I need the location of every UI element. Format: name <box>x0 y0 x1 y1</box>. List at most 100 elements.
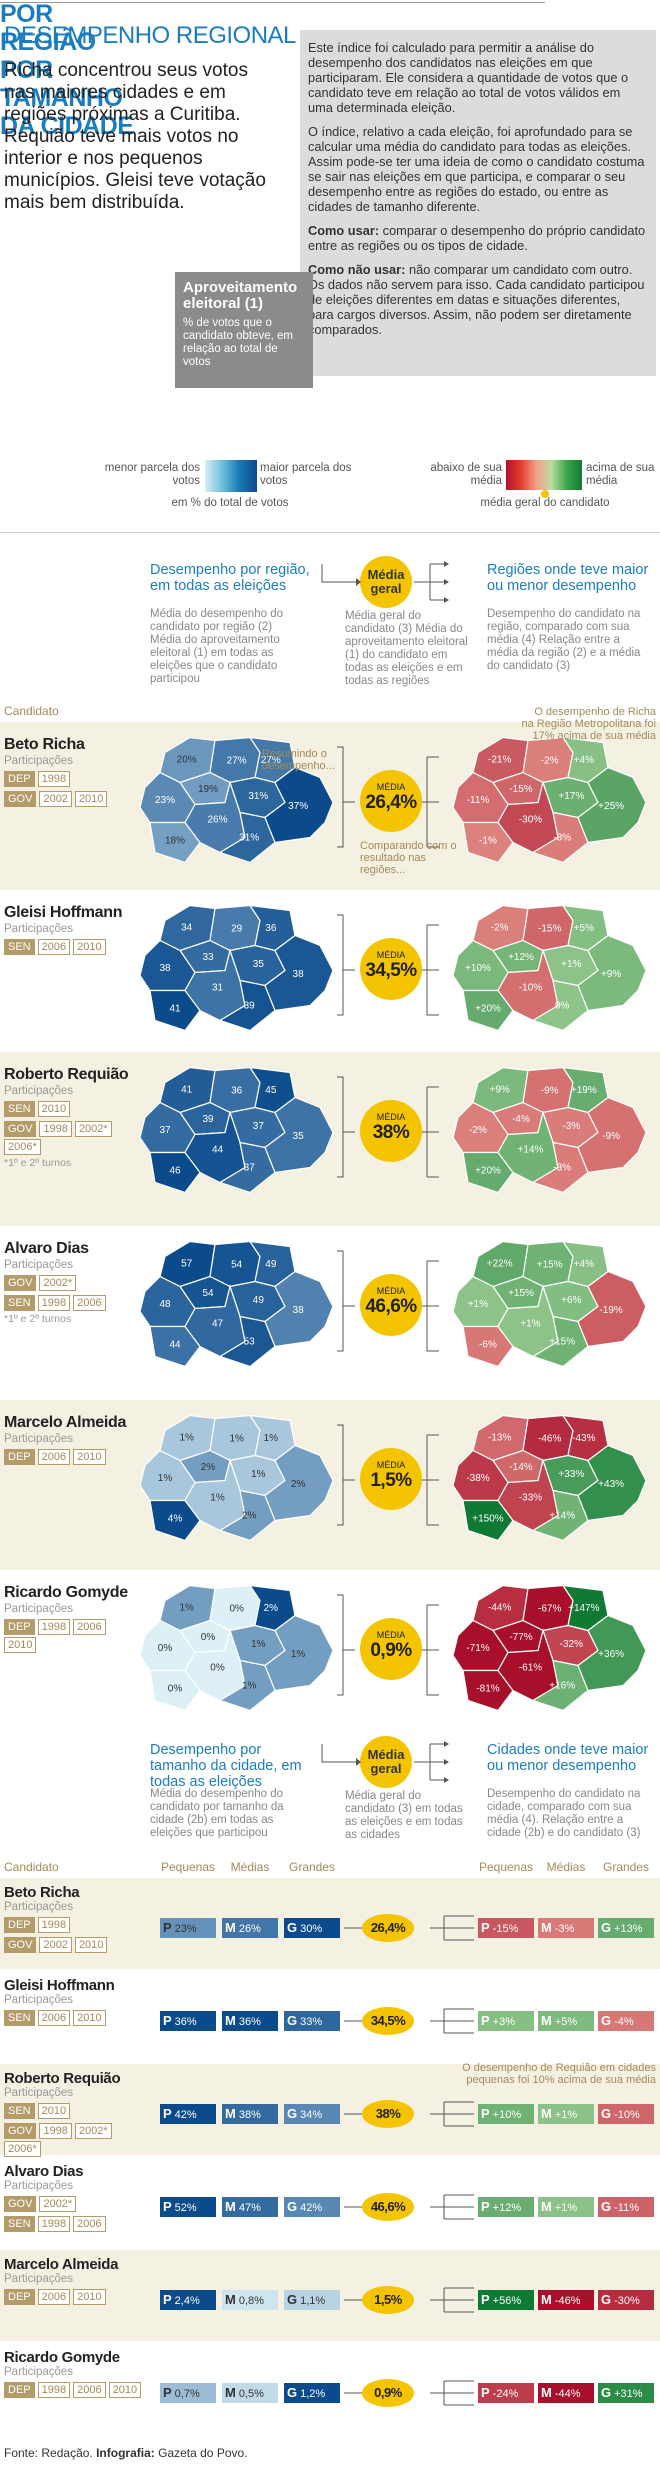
office-tag: DEP <box>4 771 35 787</box>
region-label: +33% <box>558 1469 584 1480</box>
candidate-name: Ricardo Gomyde <box>4 2349 120 2366</box>
region-label: +12% <box>508 952 534 963</box>
candidate-name: Marcelo Almeida <box>4 2256 119 2273</box>
candidate-info: Roberto Requião Participações SEN 2010 GOV 19… <box>4 1066 132 1169</box>
size-header: Grandes <box>288 1860 336 1874</box>
bracket-line <box>344 1915 474 1941</box>
region-label: +9% <box>601 969 621 980</box>
diff-box: G -11% <box>598 2197 654 2217</box>
participations-label: Participações <box>4 2273 74 2285</box>
size-letter: G <box>601 2199 612 2214</box>
circle-label: MÉDIA <box>376 782 406 792</box>
bracket <box>337 914 439 1016</box>
size-letter: G <box>601 2106 612 2121</box>
size-letter: P <box>163 2199 172 2214</box>
arrow <box>321 1744 356 1763</box>
size-value: -10% <box>614 2109 640 2121</box>
legend-low: menor parcela dos votos <box>104 462 200 487</box>
candidate-name: Roberto Requião <box>4 1066 129 1083</box>
footer-text: Redação. <box>41 2446 93 2460</box>
region-label: 36 <box>231 1086 243 1097</box>
footer: Fonte: Redação. Infografia: Gazeta do Po… <box>4 2446 248 2460</box>
region-label: 0% <box>555 1001 570 1012</box>
office-tag: SEN <box>4 1101 35 1117</box>
diff-box: P -24% <box>478 2383 534 2403</box>
size-letter: P <box>481 1920 490 1935</box>
info-nouse: Como não usar: não comparar um candidato… <box>308 262 648 337</box>
candidate-name: Alvaro Dias <box>4 2163 84 2180</box>
region-map: 41 36 45 39 37 37 46 44 37 35 <box>139 1066 334 1194</box>
flow-arrows <box>321 561 449 603</box>
candidate-name: Beto Richa <box>4 736 85 753</box>
size-value: +3% <box>492 2016 515 2028</box>
size-letter: G <box>601 2013 612 2028</box>
region-label: -3% <box>562 1121 580 1132</box>
candidate-info: Gleisi Hoffmann Participações SEN 2006 2010 <box>4 904 132 955</box>
candidate-info: Beto Richa Participações DEP 1998 GOV 2002 201… <box>4 736 132 807</box>
region-map: 20% 27% 27% 19% 23% 31% 18% 26% 31% 37% <box>139 736 334 864</box>
participations-label: Participações <box>4 923 74 935</box>
size-value: +1% <box>554 2202 578 2214</box>
size-value: -4% <box>614 2016 634 2028</box>
region-label: 27% <box>261 755 281 766</box>
size-box: P 0,7% <box>160 2383 216 2403</box>
circle-label: MÉDIA <box>376 1460 406 1470</box>
size-letter: P <box>481 2106 490 2121</box>
election-line: SEN 2006 2010 <box>4 2008 154 2026</box>
legend-blue-scale <box>205 460 257 492</box>
candidate-name: Gleisi Hoffmann <box>4 1977 115 1994</box>
legend-average: média geral do candidato <box>480 497 610 509</box>
size-letter: P <box>163 2013 172 2028</box>
average-circle: MÉDIA 34,5% <box>360 938 422 1000</box>
region-label: +10% <box>465 963 491 974</box>
average-circle: MÉDIA 0,9% <box>360 1618 422 1680</box>
average-value: 26,4% <box>365 792 417 813</box>
text: comparar o desempenho do próprio candida… <box>308 223 646 253</box>
column-desc: Média do desempenho do candidato por reg… <box>150 608 283 685</box>
text: não comparar um candidato com outro. Os … <box>308 262 645 337</box>
region-label: -32% <box>560 1639 583 1650</box>
region-label: -15% <box>538 924 561 935</box>
region-map: 57 54 49 54 48 49 44 47 53 38 <box>139 1240 334 1368</box>
region <box>577 1270 647 1348</box>
candidate-column-label: Candidato <box>4 704 59 718</box>
region-label: 0% <box>229 1604 244 1615</box>
arrow <box>321 564 356 583</box>
region-label: +19% <box>571 1085 597 1096</box>
size-value: 34% <box>300 2109 323 2121</box>
region <box>264 1270 334 1348</box>
average-value: 0,9% <box>370 1640 412 1661</box>
average-value: 34,5% <box>365 960 417 981</box>
average-circle: Média geral <box>360 556 412 608</box>
size-value: 26% <box>238 1923 261 1935</box>
year-tag: 2006 <box>73 1619 106 1635</box>
bracket <box>344 2287 474 2313</box>
office-tag: DEP <box>4 2382 35 2398</box>
region-label: 33 <box>202 952 214 963</box>
diff-box: P +3% <box>478 2011 534 2031</box>
candidate-info: Roberto Requião Participações SEN 2010 GOV 19… <box>4 2070 154 2157</box>
region-label: 4% <box>168 1514 183 1525</box>
region-label: +1% <box>520 1319 540 1330</box>
region-label: 48 <box>159 1299 171 1310</box>
diff-box: M +5% <box>538 2011 594 2031</box>
region-label: -2% <box>469 1125 487 1136</box>
year-tag: 2010 <box>37 2103 71 2119</box>
year-tag: 1998 <box>39 2123 72 2139</box>
size-header: Médias <box>546 1860 586 1874</box>
region-label: 49 <box>253 1295 265 1306</box>
info-paragraph: O índice, relativo a cada eleição, foi a… <box>308 124 645 214</box>
bracket <box>337 746 439 848</box>
column-head: Desempenho por tamanho da cidade, em tod… <box>150 1742 302 1790</box>
region-label: 38 <box>159 963 171 974</box>
office-tag: DEP <box>4 2289 35 2305</box>
participations-label: Participações <box>4 755 74 767</box>
office-tag: SEN <box>4 939 35 955</box>
diff-box: M -44% <box>538 2383 594 2403</box>
size-value: 2,4% <box>174 2295 200 2307</box>
year-tag: 2010 <box>37 1101 71 1117</box>
size-value: 38% <box>238 2109 261 2121</box>
region-label: 1% <box>179 1603 194 1614</box>
